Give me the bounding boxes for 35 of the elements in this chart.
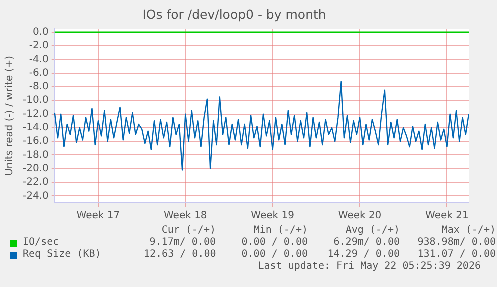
text: 131.07 / 0.00 xyxy=(416,249,496,261)
text: 9.17m/ 0.00 xyxy=(148,237,216,249)
y-tick-label: -6.0 xyxy=(29,68,49,79)
text: 0.00 / 0.00 xyxy=(240,249,308,261)
legend-label: Req Size (KB) xyxy=(23,249,102,261)
y-tick-label: -12.0 xyxy=(23,108,49,120)
text: Max (-/+) xyxy=(440,225,496,237)
chart-title: IOs for /dev/loop0 - by month xyxy=(142,6,326,22)
x-tick-label: Week 17 xyxy=(76,210,120,222)
x-tick-label: Week 21 xyxy=(426,210,469,222)
text: 14.29 / 0.00 xyxy=(326,249,400,261)
y-tick-label: -4.0 xyxy=(29,54,49,66)
x-tick-label: Week 19 xyxy=(251,210,294,222)
text: 6.29m/ 0.00 xyxy=(332,237,400,249)
y-tick-label: -24.0 xyxy=(23,190,49,202)
x-tick-label: Week 18 xyxy=(164,210,208,222)
y-tick-label: -18.0 xyxy=(23,150,49,161)
y-tick-label: -20.0 xyxy=(23,163,49,174)
text: 938.98m/ 0.00 xyxy=(416,237,496,249)
legend-label: IO/sec xyxy=(23,237,60,249)
text: Avg (-/+) xyxy=(344,225,400,237)
y-tick-label: -14.0 xyxy=(23,122,49,134)
x-tick-label: Week 20 xyxy=(338,210,382,222)
y-tick-label: -2.0 xyxy=(29,40,49,52)
y-tick-label: -8.0 xyxy=(29,82,49,93)
y-axis-title: Units read (-) / write (+) xyxy=(4,56,16,176)
text: Min (-/+) xyxy=(252,225,308,237)
y-tick-label: -10.0 xyxy=(23,95,49,106)
y-tick-label: -16.0 xyxy=(23,136,49,148)
text: Cur (-/+) xyxy=(160,225,216,237)
text: 12.63 / 0.00 xyxy=(143,249,216,261)
y-tick-label: 0.0 xyxy=(32,27,49,38)
text: Last update: Fri May 22 05:25:39 2026 xyxy=(257,261,481,273)
y-tick-label: -22.0 xyxy=(23,177,49,188)
text: 0.00 / 0.00 xyxy=(240,237,308,249)
